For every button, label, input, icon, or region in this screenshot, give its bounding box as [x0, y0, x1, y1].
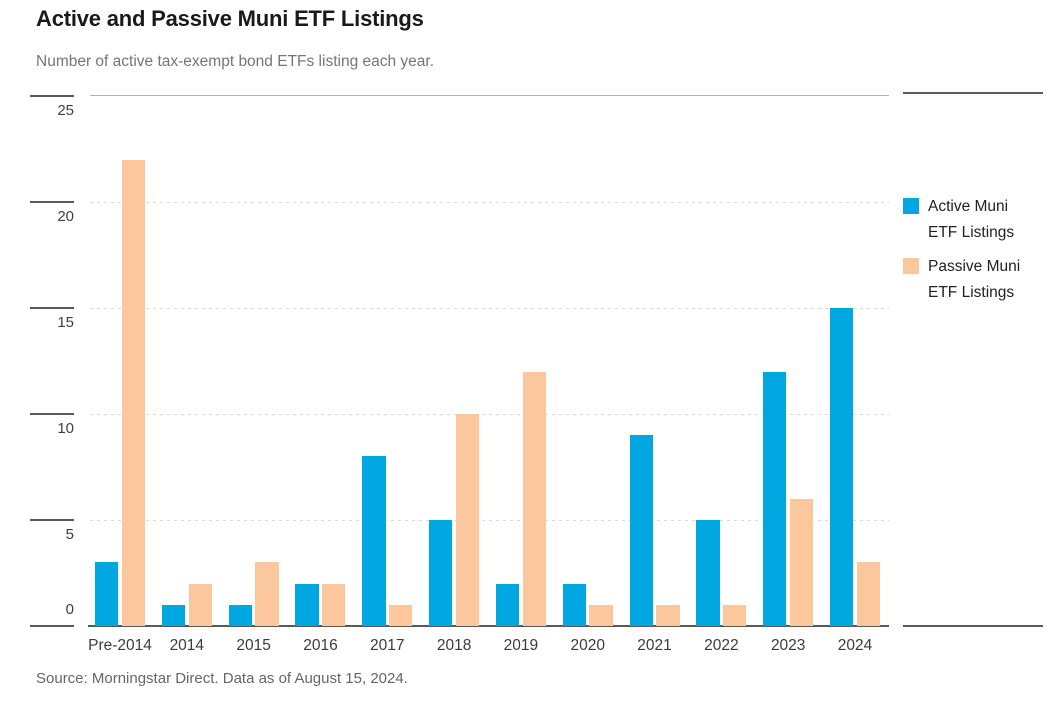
x-axis-label-2022: 2022: [704, 637, 739, 654]
bar-passive-2019: [522, 371, 546, 626]
x-axis-label-2016: 2016: [303, 637, 338, 654]
plot-top-border: [90, 95, 889, 96]
y-axis-label-10: 10: [57, 420, 74, 437]
gridline-y-5: [90, 520, 889, 521]
y-axis-label-25: 25: [57, 102, 74, 119]
y-axis-tick-5: [30, 519, 74, 521]
x-axis-label-2015: 2015: [236, 637, 271, 654]
x-axis-label-pre-2014: Pre-2014: [88, 637, 152, 654]
y-axis-tick-20: [30, 201, 74, 203]
page-title: Active and Passive Muni ETF Listings: [36, 6, 424, 31]
y-axis-tick-15: [30, 307, 74, 309]
chart-subtitle: Number of active tax-exempt bond ETFs li…: [36, 53, 435, 70]
bar-active-2023: [763, 371, 787, 626]
y-axis-label-0: 0: [65, 601, 74, 618]
x-axis-line: [88, 625, 889, 627]
gridline-y-20: [90, 202, 889, 203]
bar-active-2018: [429, 520, 453, 626]
x-axis-label-2019: 2019: [503, 637, 539, 654]
bar-passive-2018: [455, 414, 480, 626]
bar-active-2021: [629, 435, 653, 626]
bar-active-2022: [696, 520, 720, 626]
gridline-y-15: [90, 308, 889, 309]
y-axis-tick-25: [30, 95, 74, 97]
bar-active-2019: [495, 583, 520, 626]
bar-active-2017: [362, 456, 386, 626]
bar-passive-2022: [723, 604, 747, 626]
y-axis-label-20: 20: [57, 208, 74, 225]
passive-series-swatch: [903, 258, 919, 274]
bar-passive-pre-2014: [121, 159, 145, 626]
bar-passive-2017: [388, 604, 413, 626]
bar-passive-2020: [589, 604, 613, 626]
bar-passive-2015: [255, 562, 279, 626]
y-axis-label-15: 15: [57, 314, 74, 331]
gridline-y-10: [90, 414, 889, 415]
bar-active-pre-2014: [95, 562, 119, 626]
x-axis-label-2017: 2017: [370, 637, 405, 654]
legend-item-passive: Passive Muni ETF Listings: [903, 254, 1044, 306]
bar-active-2016: [295, 583, 319, 626]
y-axis-tick-10: [30, 413, 74, 415]
bar-active-2014: [161, 604, 186, 626]
bar-active-2015: [228, 604, 252, 626]
bar-passive-2021: [656, 604, 680, 626]
x-axis-label-2021: 2021: [637, 637, 672, 654]
bar-passive-2024: [856, 562, 881, 626]
y-axis-tick-0: [30, 625, 74, 627]
bar-active-2024: [830, 308, 854, 626]
x-axis-label-2014: 2014: [169, 637, 205, 654]
chart-legend: Active Muni ETF Listings Passive Muni ET…: [903, 92, 1044, 629]
legend-label-line: Active Muni: [928, 198, 1009, 215]
legend-label-line: ETF Listings: [928, 224, 1015, 241]
source-note: Source: Morningstar Direct. Data as of A…: [36, 670, 408, 687]
legend-label-line: Passive Muni: [928, 258, 1021, 275]
legend-top-rule: [903, 92, 1043, 94]
active-series-swatch: [903, 198, 919, 214]
bar-passive-2014: [188, 583, 212, 626]
legend-bottom-rule: [903, 625, 1043, 627]
y-axis-label-5: 5: [65, 526, 74, 543]
bar-active-2020: [562, 583, 587, 626]
bar-passive-2023: [789, 498, 814, 626]
x-axis-label-2023: 2023: [770, 637, 806, 654]
x-axis-label-2018: 2018: [436, 637, 472, 654]
legend-label-line: ETF Listings: [928, 284, 1015, 301]
x-axis-label-2024: 2024: [837, 637, 873, 654]
legend-item-active: Active Muni ETF Listings: [903, 194, 1044, 246]
x-axis-label-2020: 2020: [570, 637, 605, 654]
bar-passive-2016: [322, 583, 346, 626]
